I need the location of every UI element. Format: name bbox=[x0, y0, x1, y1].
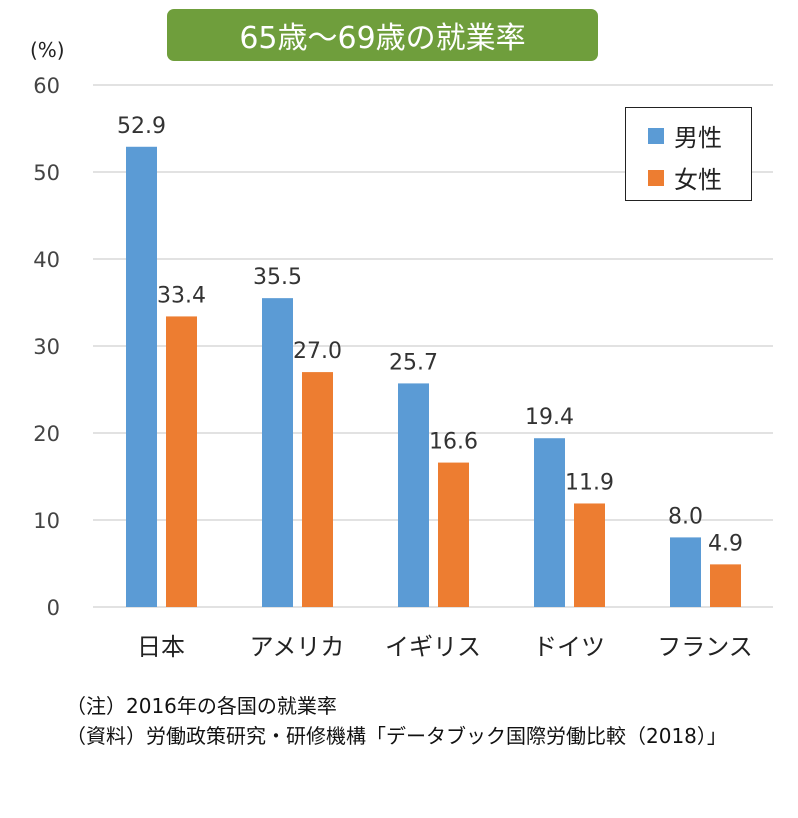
bar-female bbox=[710, 564, 741, 607]
bar-male bbox=[534, 438, 565, 607]
legend-swatch-male bbox=[648, 127, 664, 144]
chart-title: 65歳〜69歳の就業率 bbox=[167, 9, 598, 61]
data-label: 35.5 bbox=[253, 265, 302, 290]
y-tick-label: 10 bbox=[33, 509, 60, 533]
bar-male bbox=[398, 383, 429, 607]
data-label: 27.0 bbox=[293, 339, 342, 364]
bar-female bbox=[166, 316, 197, 607]
legend-swatch-female bbox=[648, 169, 664, 186]
data-label: 8.0 bbox=[668, 504, 703, 529]
y-tick-label: 0 bbox=[47, 596, 60, 620]
y-tick-label: 50 bbox=[33, 161, 60, 185]
data-label: 52.9 bbox=[117, 114, 166, 139]
bar-male bbox=[262, 298, 293, 607]
bar-male bbox=[126, 146, 157, 607]
data-label: 4.9 bbox=[708, 531, 743, 556]
x-tick-label: ドイツ bbox=[533, 633, 605, 661]
data-label: 33.4 bbox=[157, 283, 206, 308]
data-label: 16.6 bbox=[429, 430, 478, 455]
bar-female bbox=[438, 462, 469, 607]
data-label: 19.4 bbox=[525, 405, 574, 430]
legend-item-male: 男性 bbox=[648, 118, 722, 153]
source: （資料）労働政策研究・研修機構「データブック国際労働比較（2018）」 bbox=[66, 724, 727, 748]
bar-female bbox=[302, 372, 333, 607]
x-tick-label: フランス bbox=[657, 633, 753, 661]
x-tick-label: アメリカ bbox=[250, 633, 345, 661]
bar-chart: 0 10 20 30 40 50 60 日本 52.9 33.4 アメリカ 35.5 27.0 イギリス 2… bbox=[33, 74, 773, 661]
x-tick-label: イギリス bbox=[385, 633, 481, 661]
data-label: 11.9 bbox=[565, 470, 614, 495]
y-tick-label: 60 bbox=[33, 74, 60, 98]
bar-male bbox=[670, 537, 701, 607]
x-tick-label: 日本 bbox=[137, 633, 185, 661]
data-label: 25.7 bbox=[389, 350, 438, 375]
legend-label: 女性 bbox=[674, 166, 722, 194]
y-axis-unit: (%) bbox=[30, 38, 65, 62]
legend-label: 男性 bbox=[674, 124, 722, 152]
legend-item-female: 女性 bbox=[648, 160, 722, 195]
bar-female bbox=[574, 503, 605, 607]
note: （注）2016年の各国の就業率 bbox=[66, 694, 337, 718]
y-tick-label: 40 bbox=[33, 248, 60, 272]
y-tick-label: 30 bbox=[33, 335, 60, 359]
y-tick-label: 20 bbox=[33, 422, 60, 446]
legend: 男性 女性 bbox=[625, 107, 752, 201]
